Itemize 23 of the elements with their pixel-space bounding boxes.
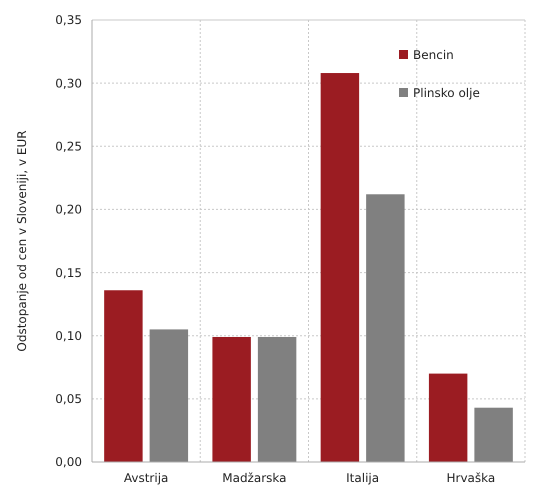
bar [258, 336, 296, 462]
x-tick-label: Hrvaška [446, 471, 496, 485]
bar [212, 336, 251, 462]
bar [474, 408, 513, 462]
bar [150, 329, 188, 462]
legend-label: Bencin [413, 48, 454, 62]
x-tick-label: Madžarska [222, 471, 287, 485]
bar [320, 73, 360, 462]
y-tick-label: 0,30 [55, 76, 82, 90]
bar [104, 290, 143, 462]
bar [428, 374, 468, 462]
x-tick-label: Avstrija [124, 471, 168, 485]
x-tick-label: Italija [346, 471, 380, 485]
y-axis-title: Odstopanje od cen v Sloveniji, v EUR [15, 130, 29, 352]
y-tick-label: 0,20 [55, 202, 82, 217]
y-tick-label: 0,35 [55, 13, 82, 28]
y-tick-label: 0,10 [55, 328, 82, 343]
bar [366, 194, 405, 462]
y-tick-label: 0,00 [55, 455, 82, 470]
y-tick-label: 0,25 [55, 139, 82, 154]
y-tick-label: 0,05 [55, 392, 82, 406]
legend-label: Plinsko olje [413, 86, 480, 100]
y-tick-label: 0,15 [55, 266, 82, 280]
